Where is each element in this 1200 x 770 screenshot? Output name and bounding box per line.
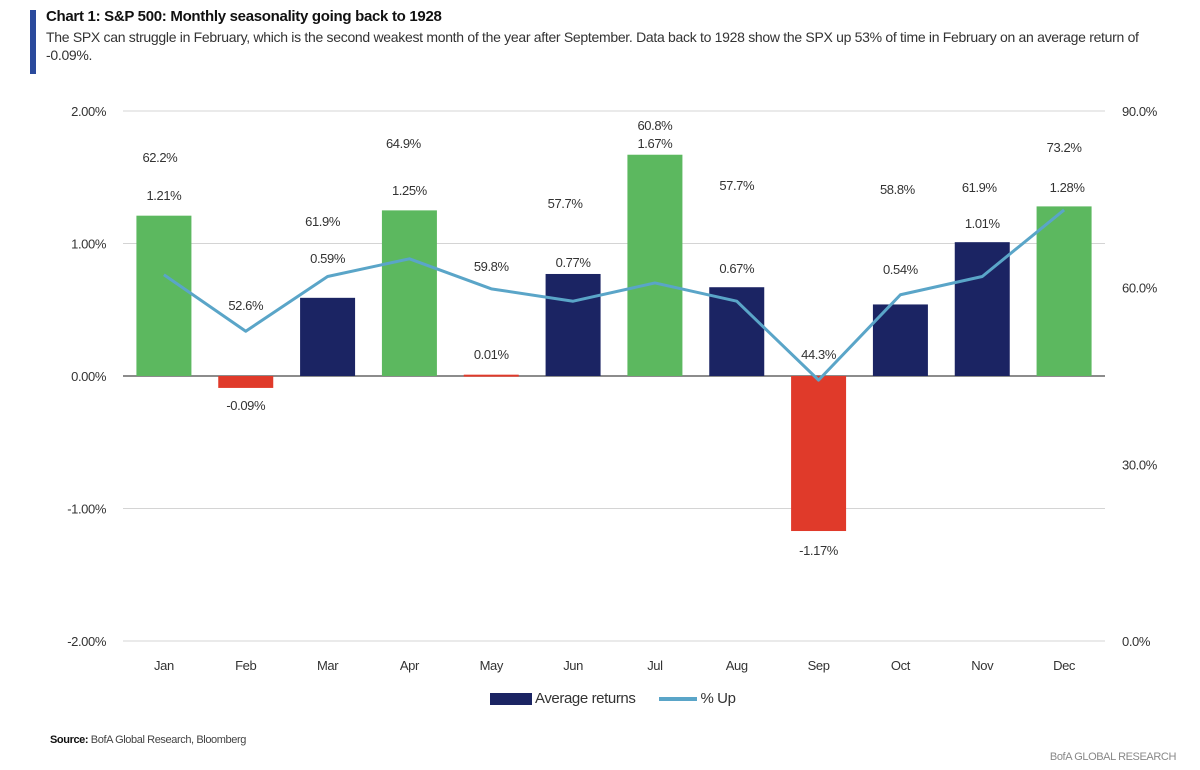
y-right-tick-label: 30.0% (1122, 457, 1158, 472)
y-right-tick-label: 90.0% (1122, 104, 1158, 119)
bar-value-label: 0.59% (310, 251, 346, 266)
bar-apr (381, 210, 437, 376)
bar-value-label: 0.77% (556, 255, 592, 270)
bar-oct (872, 304, 928, 376)
legend-bar-label: Average returns (535, 690, 636, 707)
x-tick-label: Oct (891, 658, 911, 673)
bar-value-label: 0.67% (719, 261, 755, 276)
y-right-tick-label: 0.0% (1122, 634, 1151, 649)
y-left-tick-label: 2.00% (71, 104, 107, 119)
pct-up-label: 57.7% (719, 178, 755, 193)
pct-up-label: 73.2% (1047, 140, 1083, 155)
bar-jul (627, 154, 683, 376)
pct-up-label: 52.6% (228, 298, 264, 313)
bar-value-label: 0.54% (883, 262, 919, 277)
y-left-tick-label: -1.00% (67, 502, 107, 517)
legend-line-swatch (659, 696, 698, 701)
bar-mar (300, 297, 356, 376)
chart-title: Chart 1: S&P 500: Monthly seasonality go… (46, 8, 442, 25)
bar-jun (545, 273, 601, 376)
x-tick-label: Feb (235, 658, 256, 673)
x-tick-label: Jan (154, 658, 174, 673)
bar-value-label: 1.01% (965, 216, 1001, 231)
bar-value-label: 1.67% (637, 136, 673, 151)
bar-value-label: 1.25% (392, 183, 428, 198)
pct-up-label: 58.8% (880, 182, 916, 197)
pct-up-label: 59.8% (474, 259, 510, 274)
source-text: BofA Global Research, Bloomberg (88, 734, 247, 746)
x-tick-label: Nov (971, 658, 994, 673)
pct-up-label: 60.8% (637, 118, 673, 133)
x-tick-label: Aug (726, 658, 748, 673)
pct-up-label: 64.9% (386, 136, 422, 151)
x-tick-label: Jul (647, 658, 663, 673)
bar-feb (218, 376, 274, 388)
brand-watermark: BofA GLOBAL RESEARCH (1049, 751, 1176, 763)
bar-value-label: -1.17% (799, 543, 839, 558)
x-tick-label: Sep (808, 658, 830, 673)
pct-up-label: 57.7% (548, 196, 584, 211)
bar-dec (1036, 206, 1092, 376)
y-left-tick-label: 1.00% (71, 237, 107, 252)
pct-up-label: 61.9% (962, 180, 998, 195)
y-right-tick-label: 60.0% (1122, 281, 1158, 296)
pct-up-line (163, 208, 1066, 382)
bar-value-label: -0.09% (226, 398, 266, 413)
title-accent-bar (30, 10, 36, 74)
pct-up-label: 62.2% (142, 150, 178, 165)
bar-value-label: 1.28% (1050, 180, 1086, 195)
pct-up-label: 61.9% (305, 214, 341, 229)
bar-nov (954, 242, 1010, 376)
y-left-tick-label: -2.00% (67, 634, 107, 649)
bar-value-label: 0.01% (474, 347, 510, 362)
source-label: Source: (50, 734, 89, 746)
x-tick-label: May (480, 658, 504, 673)
source-note: Source: BofA Global Research, Bloomberg (50, 734, 246, 746)
x-tick-label: Mar (317, 658, 339, 673)
bar-may (463, 374, 519, 377)
legend-line-label: % Up (700, 690, 736, 707)
x-tick-label: Dec (1053, 658, 1076, 673)
chart-subtitle: The SPX can struggle in February, which … (46, 29, 1139, 63)
legend: Average returns % Up (490, 690, 736, 707)
legend-bar-swatch (490, 692, 532, 705)
bar-sep (791, 376, 847, 532)
y-left-tick-label: 0.00% (71, 369, 107, 384)
x-tick-label: Apr (400, 658, 420, 673)
bar-value-label: 1.21% (146, 188, 182, 203)
x-tick-label: Jun (563, 658, 583, 673)
bar-jan (136, 215, 192, 376)
pct-up-label: 44.3% (801, 347, 837, 362)
